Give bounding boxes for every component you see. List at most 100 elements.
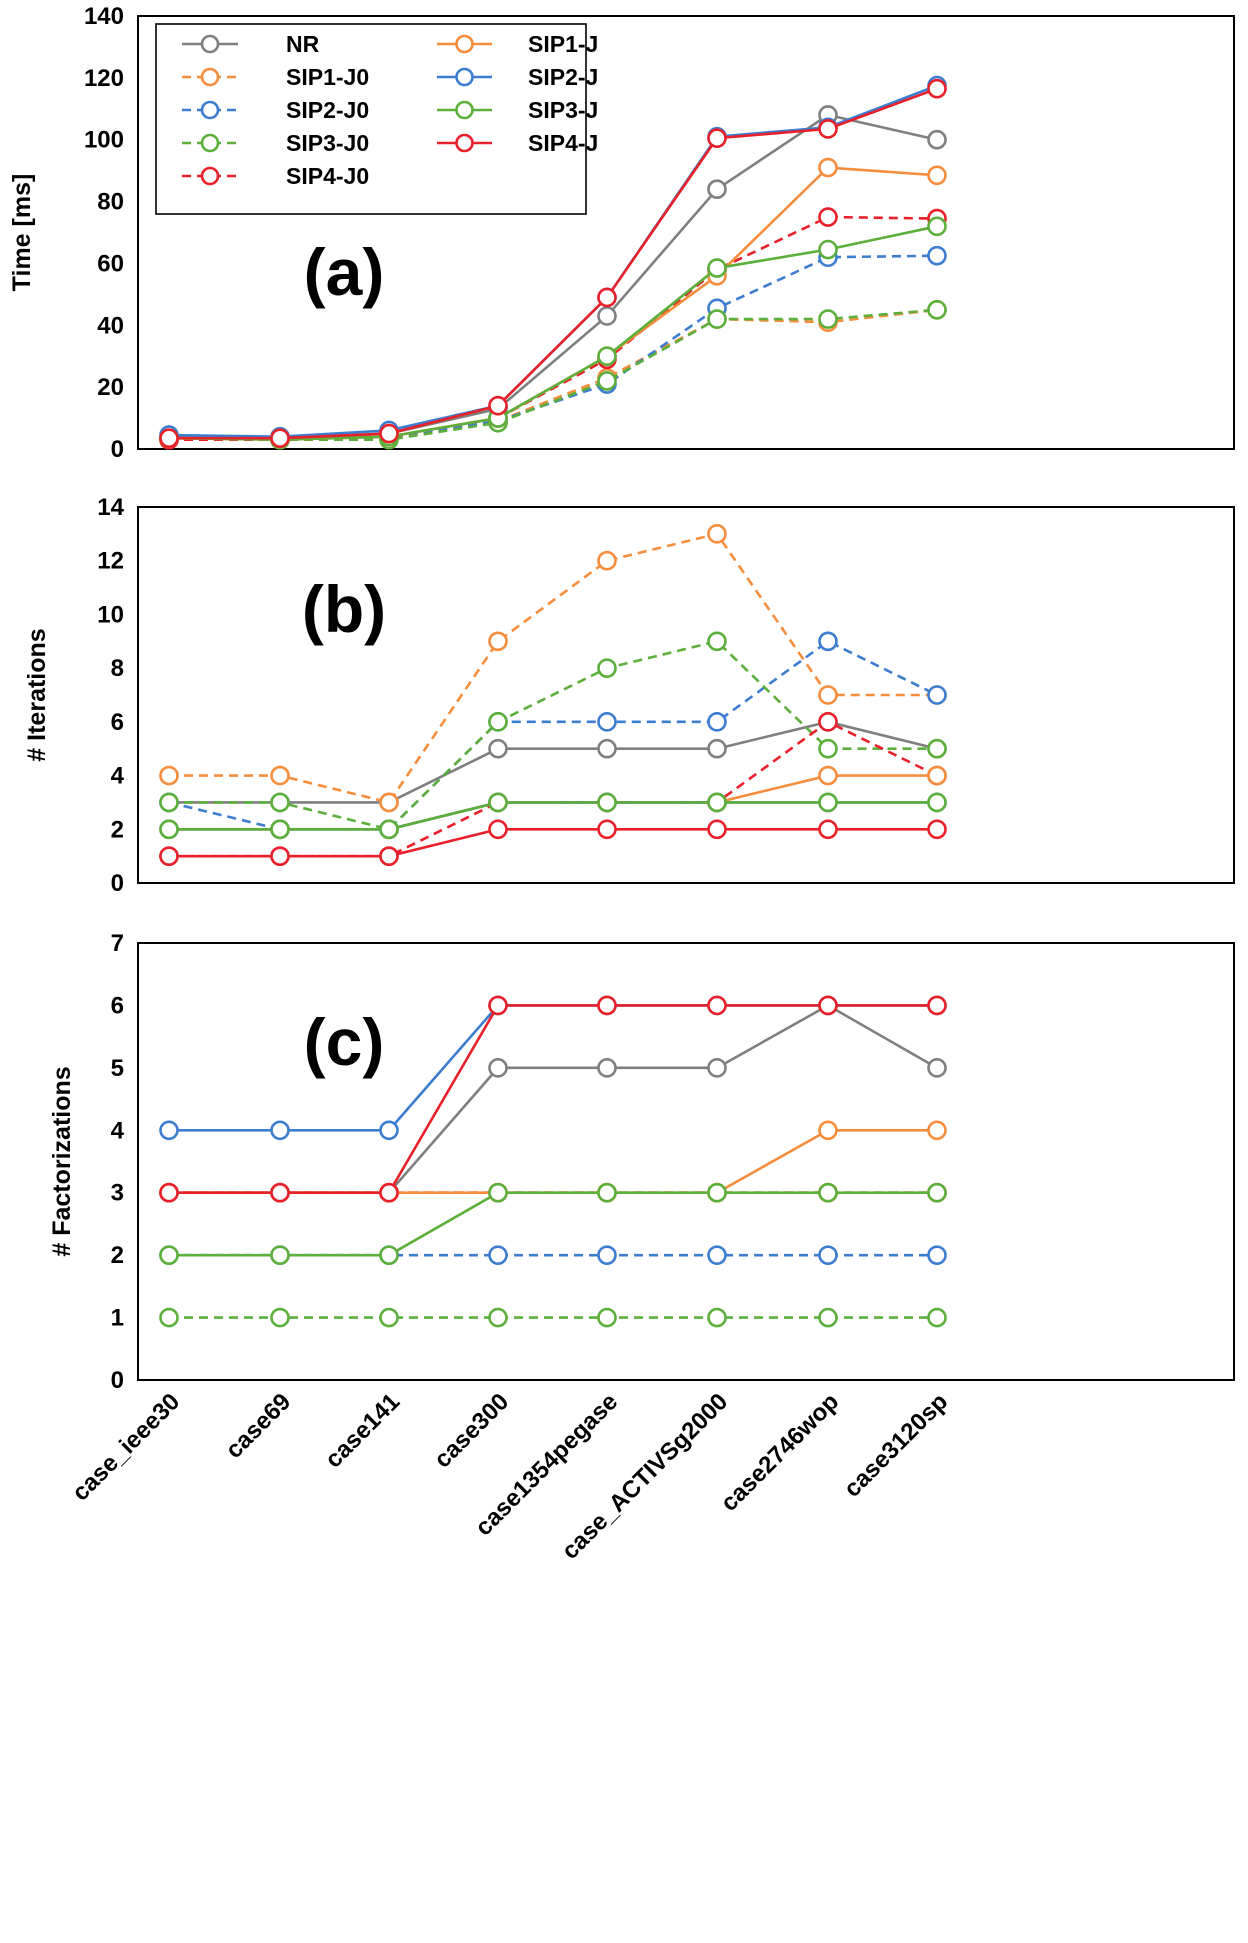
data-point [488, 631, 508, 652]
data-point [818, 792, 838, 813]
series-line [169, 215, 938, 442]
data-point [927, 216, 947, 237]
y-tick-label: 1 [111, 1305, 124, 1332]
chart-panel-3: 0 1 2 3 4 5 6 7 # Factorizations (c) [48, 930, 1235, 1394]
series-line [169, 720, 938, 804]
data-point [818, 712, 838, 732]
series-line [168, 254, 938, 442]
data-point [159, 428, 179, 448]
y-tick-label: 6 [111, 992, 124, 1019]
series-line [168, 639, 938, 831]
y-axis-label: # Iterations [23, 628, 51, 761]
data-point [597, 819, 617, 840]
data-point [488, 1245, 508, 1265]
legend-swatch-marker [455, 34, 474, 54]
legend-label: SIP3-J0 [286, 130, 369, 156]
data-point [379, 819, 399, 840]
data-point [270, 1307, 290, 1328]
data-point [159, 846, 179, 866]
data-point [707, 819, 727, 840]
data-point [597, 712, 617, 732]
legend-swatch-marker [200, 67, 220, 87]
data-point [379, 1307, 399, 1328]
data-point [597, 1307, 617, 1328]
data-point [597, 792, 617, 813]
series-line [169, 1191, 937, 1257]
data-point [488, 1182, 508, 1203]
data-point [597, 658, 617, 678]
legend-label: SIP1-J0 [286, 64, 369, 90]
data-point [927, 1058, 947, 1078]
legend-item-sip1-j: SIP1-J [437, 31, 598, 57]
data-point [707, 712, 727, 732]
y-tick-label: 60 [97, 250, 124, 277]
data-point [270, 1245, 290, 1265]
y-tick-label: 100 [84, 127, 124, 154]
y-tick-label: 80 [97, 189, 124, 216]
legend-label: SIP4-J [528, 130, 598, 156]
data-point [597, 550, 617, 571]
data-point [270, 846, 290, 866]
data-point [270, 765, 290, 786]
data-point [707, 1182, 727, 1203]
data-point [379, 1120, 399, 1141]
data-point [270, 1182, 290, 1203]
y-tick-label: 10 [97, 601, 124, 628]
data-point [597, 287, 617, 308]
data-point [707, 631, 727, 652]
data-point [270, 1120, 290, 1141]
series-sip3-j [159, 792, 947, 840]
data-point [927, 1307, 947, 1328]
panel-label: (c) [304, 1005, 385, 1079]
data-point [159, 819, 179, 840]
data-point [159, 1120, 179, 1141]
y-tick-label: 6 [111, 709, 124, 736]
legend-item-sip2-j: SIP2-J [437, 64, 598, 90]
legend-label: SIP2-J0 [286, 97, 369, 123]
data-point [270, 792, 290, 813]
legend-label: SIP4-J0 [286, 163, 369, 189]
legend-item-nr: NR [182, 31, 320, 57]
data-point [927, 819, 947, 840]
data-point [927, 1182, 947, 1203]
y-tick-label: 0 [111, 870, 124, 897]
data-point [818, 119, 838, 139]
data-point [707, 792, 727, 813]
legend-label: NR [286, 31, 320, 57]
data-point [818, 1307, 838, 1328]
data-point [927, 300, 947, 320]
data-point [597, 346, 617, 367]
y-tick-label: 4 [111, 763, 125, 790]
data-point [818, 157, 838, 178]
series-line [169, 639, 937, 831]
legend-label: SIP2-J [528, 64, 598, 90]
data-point [927, 78, 947, 99]
data-point [818, 631, 838, 652]
legend-item-sip3-j0: SIP3-J0 [182, 130, 369, 156]
data-point [159, 792, 179, 813]
series-sip3-j0 [159, 1307, 947, 1328]
series-line [169, 308, 938, 442]
data-point [488, 712, 508, 732]
data-point [927, 995, 947, 1016]
data-point [597, 306, 617, 326]
chart-panel-1: 0 20 40 60 80 100 120 140 Time [ms] (a) [8, 3, 1235, 463]
data-point [927, 1120, 947, 1141]
y-tick-label: 4 [111, 1117, 125, 1144]
legend-swatch-marker [200, 34, 220, 54]
y-tick-label: 20 [97, 374, 124, 401]
data-point [927, 765, 947, 786]
data-point [818, 995, 838, 1016]
data-point [597, 1245, 617, 1265]
series-sip3-j0 [159, 631, 947, 840]
data-point [488, 819, 508, 840]
legend-swatch-marker [455, 133, 474, 153]
y-axis-label: # Factorizations [48, 1066, 76, 1256]
data-point [159, 1245, 179, 1265]
data-point [488, 792, 508, 813]
data-point [927, 245, 947, 266]
data-point [707, 524, 727, 544]
data-point [707, 738, 727, 759]
legend-swatch-marker [200, 166, 220, 186]
data-point [707, 1058, 727, 1078]
